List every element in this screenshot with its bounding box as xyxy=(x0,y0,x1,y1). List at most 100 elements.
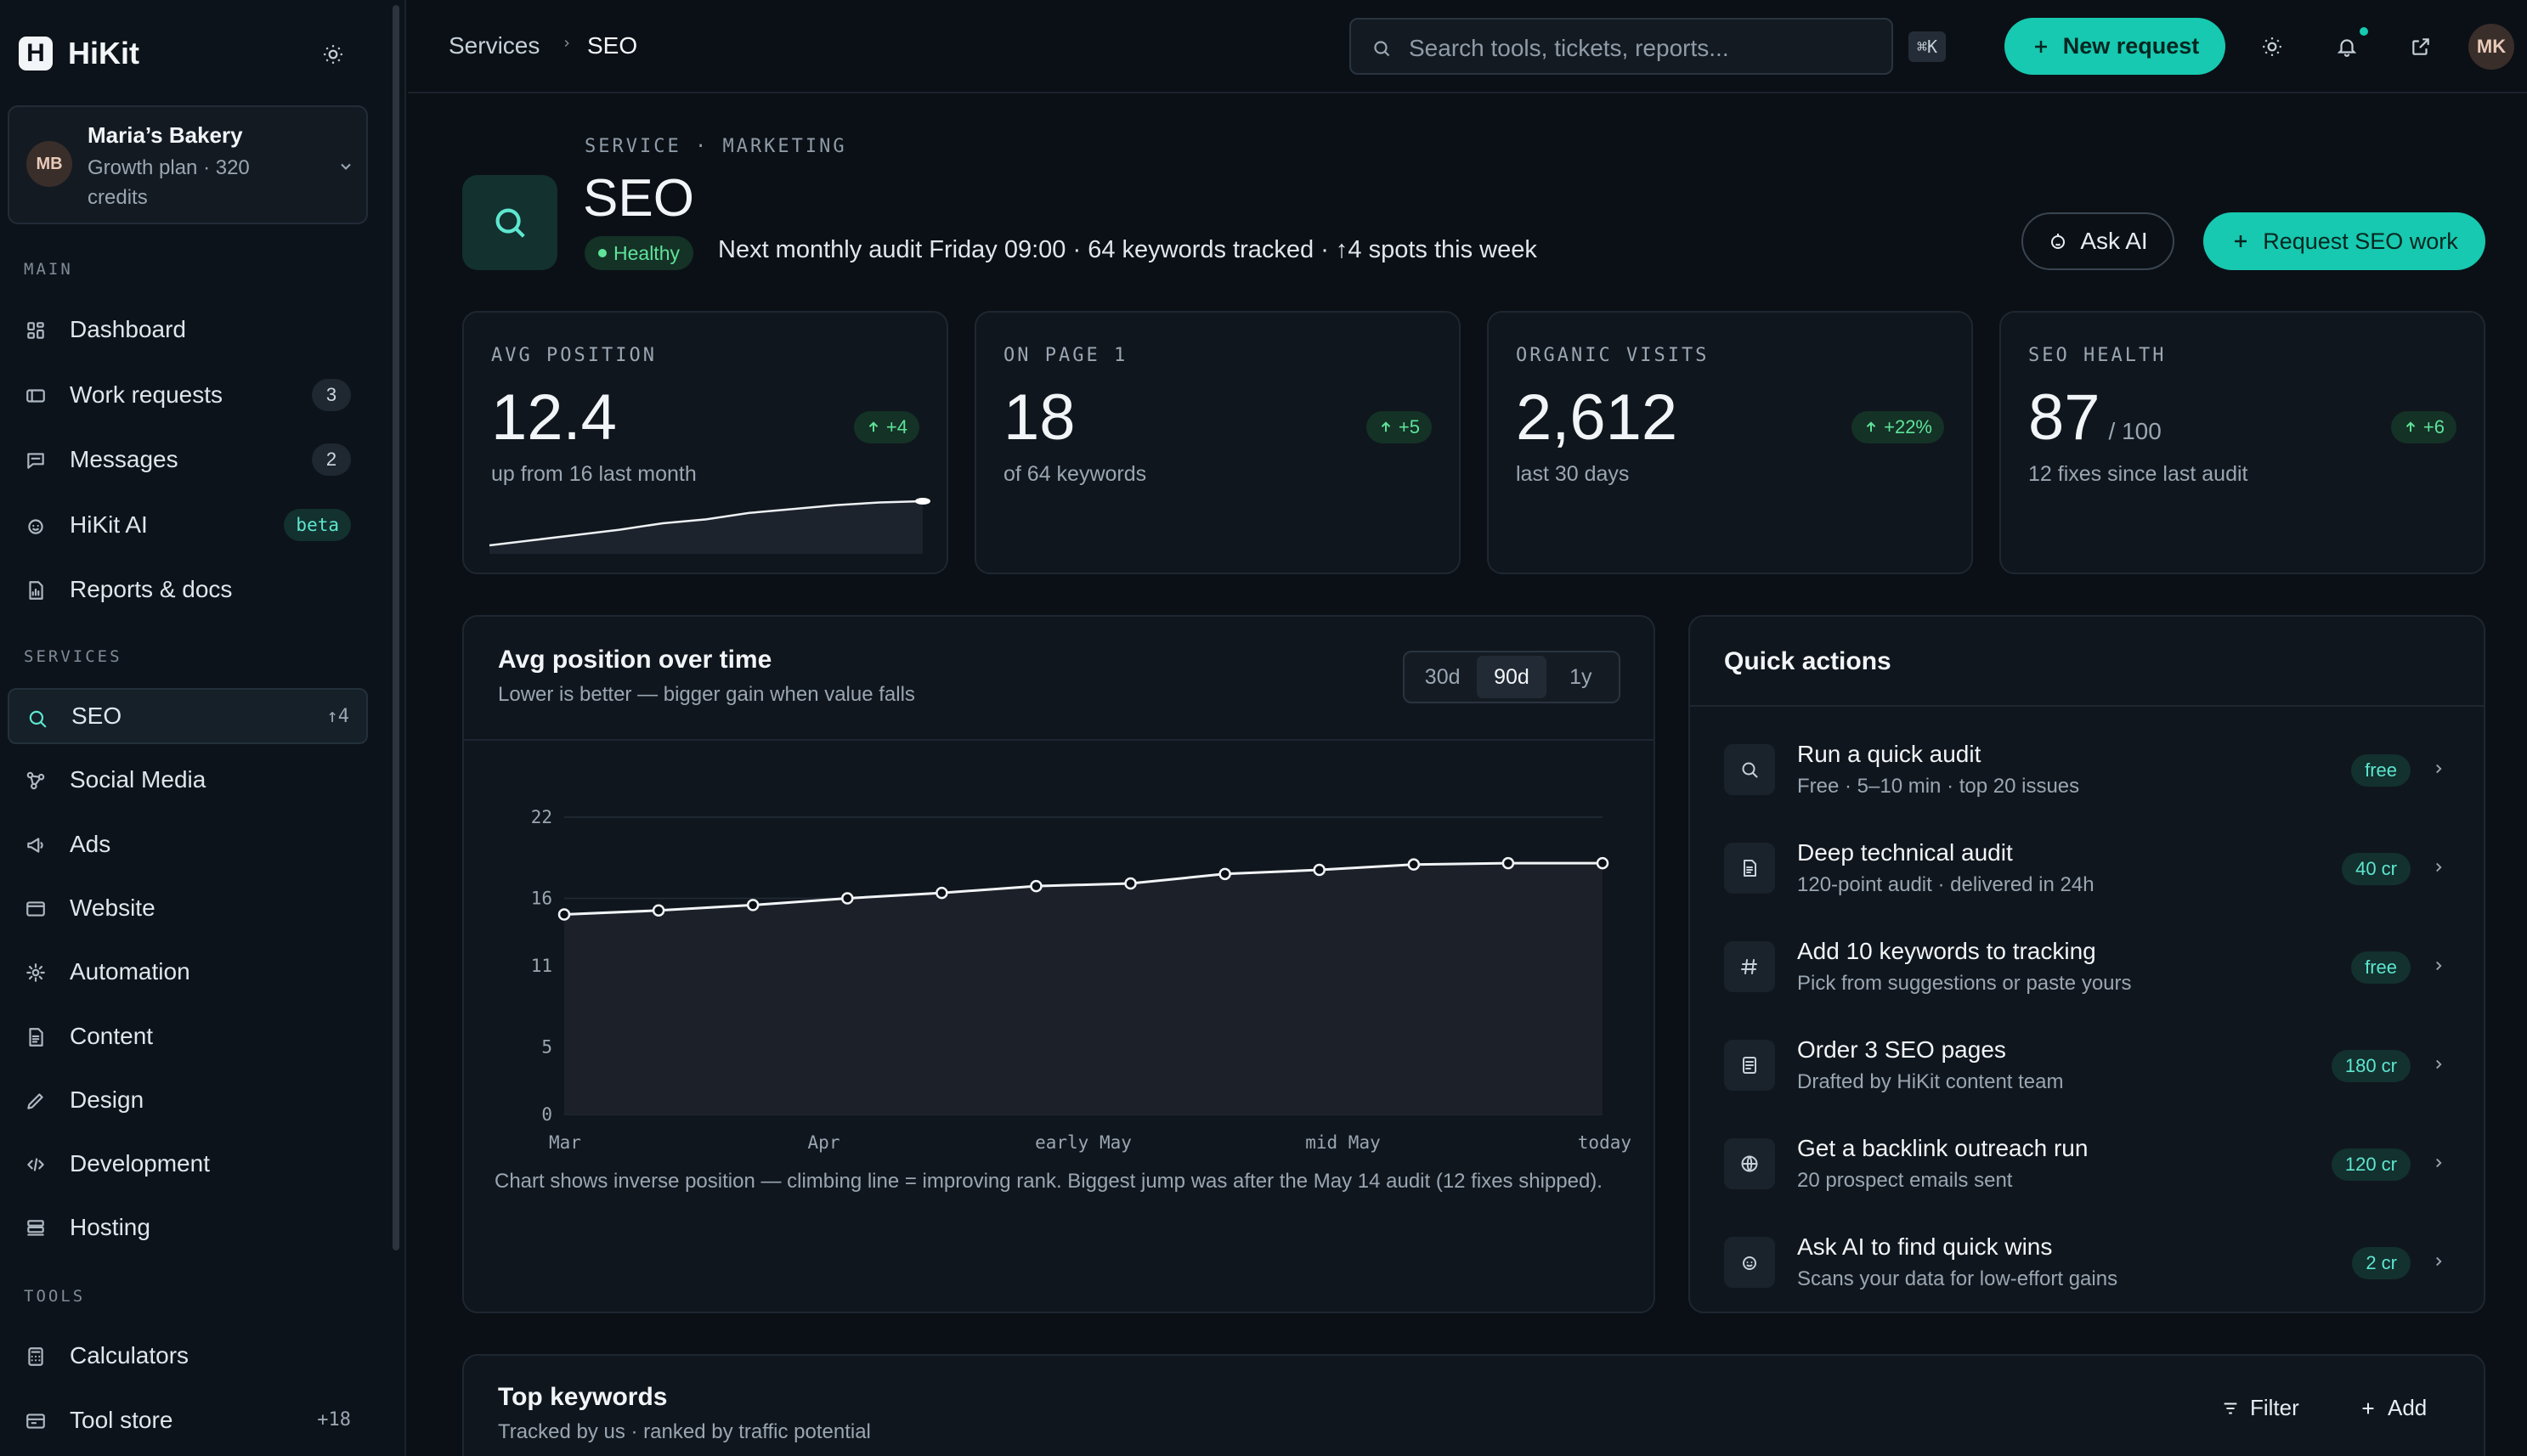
nav-icon xyxy=(25,1410,47,1432)
sidebar-item-design[interactable]: Design xyxy=(8,1072,368,1128)
stat-delta-badge: +5 xyxy=(1365,411,1432,443)
ask-ai-button[interactable]: Ask AI xyxy=(2021,212,2174,270)
sidebar-item-hosting[interactable]: Hosting xyxy=(8,1199,368,1256)
quick-action-title: Run a quick audit xyxy=(1797,741,1981,767)
quick-action-add-10-keywords-to-tracking[interactable]: Add 10 keywords to tracking Pick from sug… xyxy=(1724,933,2446,1001)
sidebar-item-label: Messages xyxy=(70,446,178,472)
stat-value: 87 xyxy=(2028,381,2100,454)
chat-icon xyxy=(27,453,44,469)
y-tick-label: 0 xyxy=(541,1104,552,1125)
sidebar-item-label: Website xyxy=(70,894,155,921)
sidebar: H HiKit MB Maria’s Bakery Growth plan · … xyxy=(0,0,406,1456)
breadcrumb-current: SEO xyxy=(587,32,638,59)
sidebar-item-trail: ↑4 xyxy=(326,705,350,727)
new-request-button[interactable]: New request xyxy=(2004,18,2225,75)
quick-action-icon xyxy=(1724,941,1775,992)
range-selector: 30d 90d 1y xyxy=(1403,651,1620,703)
brand-name: HiKit xyxy=(68,36,139,71)
data-point xyxy=(936,886,948,900)
status-badge: Healthy xyxy=(585,236,693,270)
data-point xyxy=(652,904,665,917)
sidebar-item-badge: 2 xyxy=(312,443,351,476)
nav-icon xyxy=(25,1154,47,1176)
range-option-1y[interactable]: 1y xyxy=(1569,664,1592,689)
notifications-button[interactable] xyxy=(2326,26,2367,67)
breadcrumb-services[interactable]: Services xyxy=(449,32,540,59)
chevron-right-icon xyxy=(564,39,569,48)
range-option-90d[interactable]: 90d xyxy=(1477,656,1546,698)
sidebar-item-calculators[interactable]: Calculators xyxy=(8,1328,368,1384)
quick-action-cost-badge: free xyxy=(2351,754,2411,787)
quick-action-deep-technical-audit[interactable]: Deep technical audit 120-point audit · de… xyxy=(1724,834,2446,902)
x-tick-label: Apr xyxy=(808,1132,840,1153)
filter-button[interactable]: Filter xyxy=(2221,1395,2299,1421)
quick-actions-title: Quick actions xyxy=(1724,647,1891,675)
sidebar-item-tool-store[interactable]: Tool store +18 xyxy=(8,1392,368,1448)
sidebar-item-messages[interactable]: Messages 2 xyxy=(8,432,368,488)
chevron-right-icon xyxy=(2436,1059,2442,1069)
open-external-button[interactable] xyxy=(2400,26,2441,67)
sidebar-item-reports-docs[interactable]: Reports & docs xyxy=(8,562,368,618)
stat-label: SEO HEALTH xyxy=(2028,345,2167,366)
add-keyword-button[interactable]: Add xyxy=(2359,1395,2427,1421)
quick-action-title: Get a backlink outreach run xyxy=(1797,1135,2089,1161)
data-point xyxy=(1030,879,1043,893)
stat-value-wrap: 12.4 xyxy=(491,381,617,454)
sparkline-chart xyxy=(489,498,930,554)
brand[interactable]: H HiKit xyxy=(19,34,139,73)
sidebar-item-automation[interactable]: Automation xyxy=(8,944,368,1000)
account-switcher[interactable]: MB Maria’s Bakery Growth plan · 320 cred… xyxy=(8,105,368,224)
sidebar-item-development[interactable]: Development xyxy=(8,1136,368,1192)
service-icon xyxy=(462,175,557,270)
share-icon xyxy=(26,772,45,790)
stat-card-on-page-1[interactable]: ON PAGE 1 18 +5 of 64 keywords xyxy=(975,311,1461,574)
page-subtitle: Next monthly audit Friday 09:00 · 64 key… xyxy=(718,236,1537,263)
nav-icon xyxy=(25,962,47,984)
data-point xyxy=(746,899,760,911)
stat-label: ON PAGE 1 xyxy=(1003,345,1128,366)
sidebar-item-content[interactable]: Content xyxy=(8,1008,368,1064)
arrow-up-icon xyxy=(868,421,879,432)
quick-action-order-3-seo-pages[interactable]: Order 3 SEO pages Drafted by HiKit conten… xyxy=(1724,1031,2446,1099)
sidebar-scrollbar[interactable] xyxy=(393,5,399,1250)
stat-card-avg-position[interactable]: AVG POSITION 12.4 +4 up from 16 last month xyxy=(462,311,948,574)
sidebar-item-hikit-ai[interactable]: HiKit AI beta xyxy=(8,497,368,553)
bell-icon xyxy=(2337,39,2357,57)
stat-value: 2,612 xyxy=(1516,381,1678,454)
nav-icon xyxy=(25,1090,47,1112)
quick-action-desc: Pick from suggestions or paste yours xyxy=(1797,972,2132,995)
nav-icon xyxy=(25,449,47,471)
sidebar-item-badge: beta xyxy=(284,508,351,541)
nav-icon xyxy=(25,834,47,856)
account-name: Maria’s Bakery xyxy=(88,122,243,148)
plus-icon xyxy=(2362,1402,2374,1414)
search-input[interactable]: Search tools, tickets, reports... xyxy=(1349,18,1893,75)
sidebar-item-dashboard[interactable]: Dashboard xyxy=(8,302,368,358)
quick-action-ask-ai-to-find-quick-wins[interactable]: Ask AI to find quick wins Scans your data… xyxy=(1724,1228,2446,1296)
ticket-icon xyxy=(26,388,45,403)
stat-delta: +5 xyxy=(1398,416,1420,437)
quick-action-get-a-backlink-outreach-run[interactable]: Get a backlink outreach run 20 prospect e… xyxy=(1724,1130,2446,1198)
nav-icon xyxy=(25,1026,47,1048)
sidebar-item-seo[interactable]: SEO ↑4 xyxy=(8,688,368,744)
sidebar-item-ads[interactable]: Ads xyxy=(8,816,368,872)
range-option-30d[interactable]: 30d xyxy=(1424,664,1461,689)
sidebar-item-work-requests[interactable]: Work requests 3 xyxy=(8,367,368,423)
stat-card-organic-visits[interactable]: ORGANIC VISITS 2,612 +22% last 30 days xyxy=(1487,311,1973,574)
arrow-up-icon xyxy=(1866,421,1876,432)
sidebar-item-website[interactable]: Website xyxy=(8,880,368,936)
quick-action-desc: Free · 5–10 min · top 20 issues xyxy=(1797,775,2080,798)
sidebar-item-social-media[interactable]: Social Media xyxy=(8,752,368,808)
request-seo-work-button[interactable]: Request SEO work xyxy=(2203,212,2485,270)
quick-action-run-a-quick-audit[interactable]: Run a quick audit Free · 5–10 min · top 2… xyxy=(1724,736,2446,804)
theme-toggle-button[interactable] xyxy=(316,37,350,71)
sidebar-item-label: Hosting xyxy=(70,1214,150,1241)
theme-button[interactable] xyxy=(2252,26,2292,67)
nav-icon xyxy=(25,579,47,601)
y-tick-label: 16 xyxy=(531,888,552,908)
stat-delta-badge: +4 xyxy=(853,411,919,443)
stat-card-seo-health[interactable]: SEO HEALTH 87 / 100 +6 12 fixes since last a… xyxy=(1999,311,2485,574)
sidebar-item-label: Work requests xyxy=(70,381,223,408)
user-avatar[interactable]: MK xyxy=(2468,24,2514,70)
stat-delta: +6 xyxy=(2422,416,2445,437)
